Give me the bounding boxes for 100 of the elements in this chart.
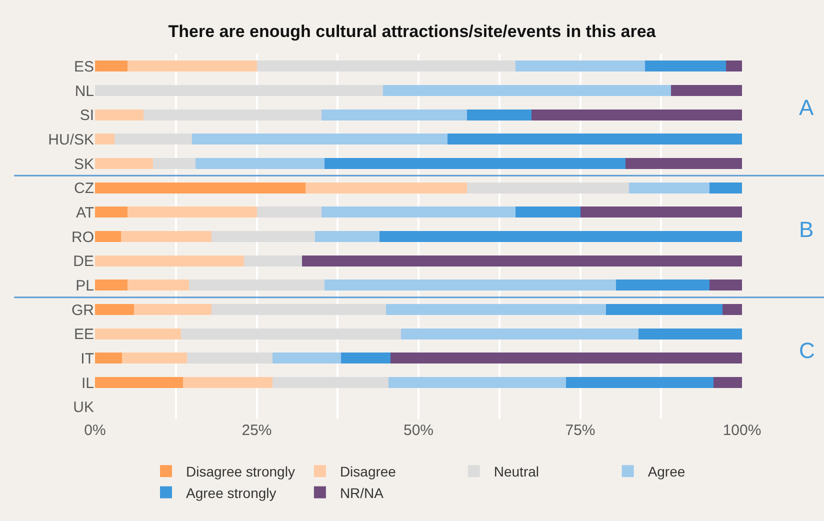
bar [710, 280, 742, 291]
bar [272, 352, 341, 364]
bar [95, 255, 244, 266]
bar [95, 109, 144, 120]
bar [186, 352, 272, 364]
bar [95, 182, 306, 194]
bar [181, 328, 402, 340]
x-tick-label: 50% [403, 422, 434, 439]
legend-label: Disagree strongly [186, 464, 295, 480]
bar [95, 85, 383, 96]
x-tick-label: 100% [722, 422, 762, 439]
bar [127, 206, 257, 218]
bar [188, 280, 325, 291]
bar [580, 206, 742, 218]
bar [272, 377, 389, 388]
legend-label: Agree strongly [186, 484, 276, 501]
bar [256, 60, 516, 72]
legend-label: NR/NA [340, 484, 384, 501]
y-tick-label: NL [74, 82, 94, 100]
y-tick-label: GR [72, 302, 94, 319]
y-tick-label: DE [73, 253, 94, 270]
bar [448, 134, 742, 145]
x-tick-label: 25% [242, 422, 272, 439]
bar [616, 280, 710, 291]
bar [134, 304, 212, 315]
bar [566, 377, 714, 388]
bar [256, 206, 322, 218]
bar [195, 158, 325, 169]
legend-label: Disagree [340, 464, 396, 480]
bar [211, 304, 386, 315]
bar [516, 60, 645, 72]
bar [324, 280, 616, 291]
bar [714, 377, 742, 388]
bar [532, 109, 742, 120]
y-tick-label: EE [74, 326, 94, 344]
bar [127, 280, 189, 291]
bar [314, 231, 380, 242]
bar [722, 304, 742, 315]
bar [324, 158, 626, 169]
bar [144, 109, 322, 120]
y-tick-label: SI [80, 107, 94, 124]
bar [380, 231, 742, 242]
y-tick-label: SK [74, 156, 94, 173]
bar [628, 182, 710, 194]
bar [467, 109, 532, 120]
bar [401, 328, 638, 340]
y-tick-label: IL [81, 374, 94, 392]
bar [153, 158, 196, 169]
y-tick-label: RO [72, 228, 94, 246]
y-tick-label: UK [73, 399, 94, 416]
legend-label: Agree [648, 464, 686, 480]
bar [127, 60, 257, 72]
x-tick-label: 0% [84, 422, 106, 439]
bar [321, 206, 516, 218]
bar [644, 60, 726, 72]
bar [670, 85, 742, 96]
bar [321, 109, 468, 120]
bar [244, 255, 302, 266]
bar [95, 304, 134, 315]
y-tick-label: AT [76, 204, 94, 222]
bar [95, 231, 121, 242]
bar [340, 352, 391, 364]
bar [95, 328, 182, 340]
y-tick-label: ES [74, 58, 94, 76]
text: A [799, 95, 814, 120]
chart-title: There are enough cultural attractions/site/events in this area [168, 22, 656, 42]
bar [182, 377, 272, 388]
bar [211, 231, 315, 242]
legend-label: Neutral [494, 464, 540, 480]
bar [120, 231, 212, 242]
x-tick-label: 75% [565, 422, 596, 439]
bar [305, 182, 468, 194]
bar [95, 206, 128, 218]
bar [122, 352, 187, 364]
bar [382, 85, 671, 96]
bar [606, 304, 723, 315]
bar [386, 304, 606, 315]
bar [516, 206, 580, 218]
bar [302, 255, 742, 266]
bar [95, 158, 154, 169]
bar [390, 352, 742, 364]
bar [710, 182, 742, 194]
bar [95, 352, 122, 364]
y-tick-label: IT [80, 350, 94, 368]
bar [95, 280, 128, 291]
bar [626, 158, 742, 169]
bar [192, 134, 448, 145]
bar [467, 182, 629, 194]
y-tick-label: HU/SK [48, 131, 94, 148]
bar [114, 134, 192, 145]
text: C [799, 338, 815, 363]
bar [638, 328, 742, 340]
bar [95, 134, 114, 145]
bar [95, 377, 183, 388]
bar [726, 60, 742, 72]
text: B [799, 217, 814, 242]
y-tick-label: PL [76, 277, 94, 294]
bar [95, 60, 128, 72]
bar [388, 377, 566, 388]
y-tick-label: CZ [74, 180, 94, 198]
